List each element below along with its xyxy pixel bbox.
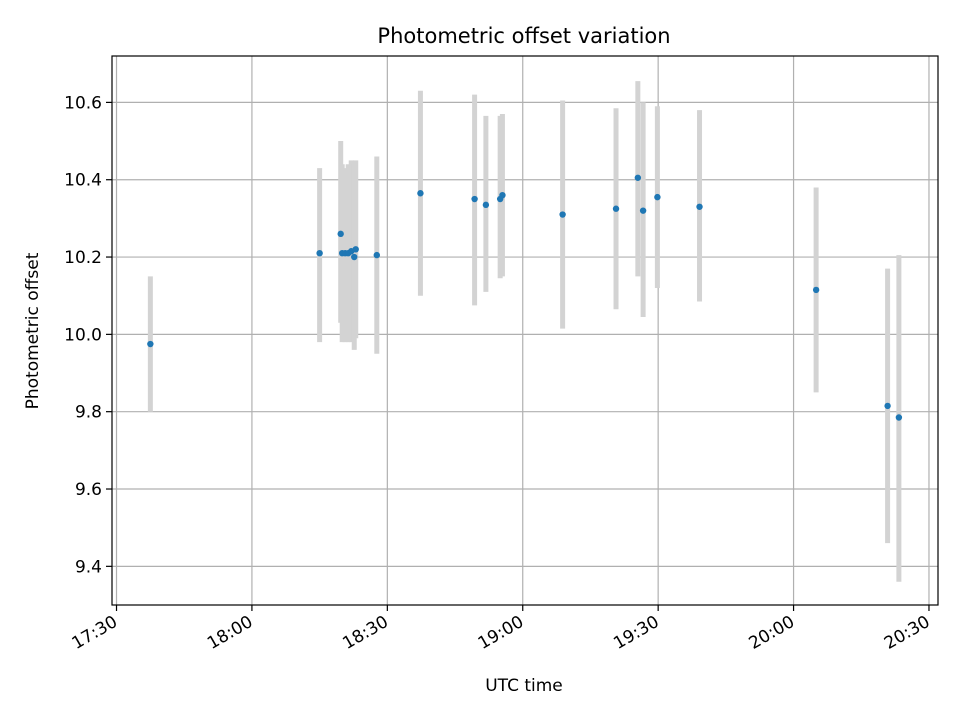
data-point xyxy=(559,211,566,218)
y-tick-label: 10.4 xyxy=(64,171,102,191)
data-point xyxy=(884,402,891,410)
y-tick-label: 10.6 xyxy=(64,93,102,113)
x-axis-label: UTC time xyxy=(485,676,563,696)
y-tick-label: 9.4 xyxy=(75,557,102,577)
data-point xyxy=(352,246,359,253)
data-point xyxy=(471,195,478,203)
grid xyxy=(112,56,938,605)
data-point xyxy=(482,201,490,209)
data-point xyxy=(499,191,506,199)
data-points xyxy=(147,174,903,421)
data-point xyxy=(696,203,703,210)
data-point xyxy=(895,414,903,421)
y-tick-label: 9.8 xyxy=(75,403,102,423)
y-axis-ticks: 9.4 9.6 9.8 10.0 10.2 10.4 10.6 xyxy=(64,93,112,577)
data-point xyxy=(373,251,381,259)
data-point xyxy=(147,340,154,348)
chart-title: Photometric offset variation xyxy=(377,24,670,48)
data-point xyxy=(417,190,424,197)
data-point xyxy=(337,230,344,238)
data-point xyxy=(612,205,620,212)
y-tick-label: 10.0 xyxy=(64,325,102,345)
data-point xyxy=(316,249,323,257)
y-tick-label: 10.2 xyxy=(64,248,102,268)
y-axis-label: Photometric offset xyxy=(23,252,43,409)
data-point xyxy=(812,286,820,294)
data-point xyxy=(634,174,642,181)
data-point xyxy=(351,253,358,261)
data-point xyxy=(654,193,661,201)
y-tick-label: 9.6 xyxy=(75,480,102,500)
data-point xyxy=(639,207,647,214)
plot-frame xyxy=(111,55,939,606)
